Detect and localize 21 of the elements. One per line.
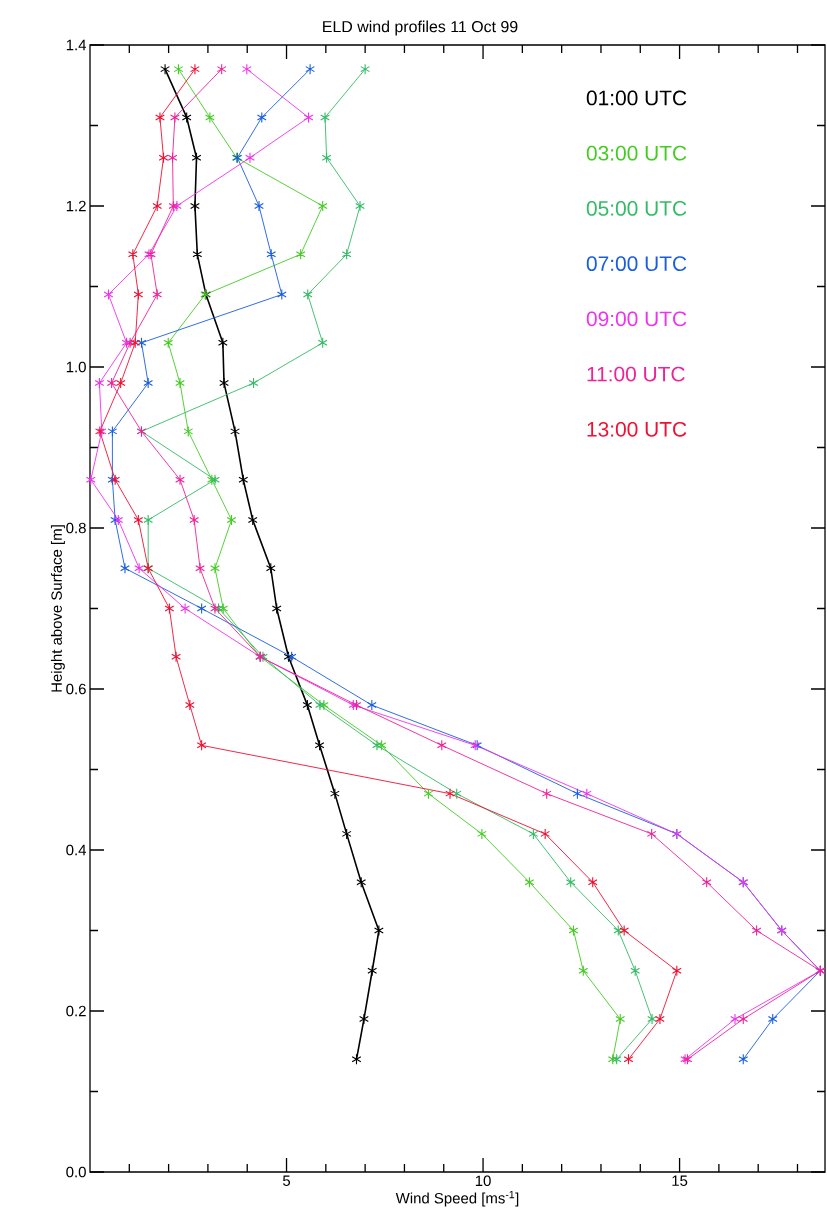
- x-tick-label: 10: [475, 1175, 491, 1187]
- text: 13:00 UTC: [587, 421, 687, 437]
- text: 07:00 UTC: [586, 256, 687, 272]
- y-tick-label: 0.6: [66, 683, 86, 695]
- text: 03:00 UTC: [586, 145, 687, 161]
- y-tick-label: 1.0: [66, 361, 86, 373]
- text: 09:00 UTC: [586, 311, 687, 327]
- y-tick-label: 0.2: [66, 1005, 86, 1017]
- x-tick-label: 5: [282, 1175, 291, 1186]
- chart-title: ELD wind profiles 11 Oct 99: [323, 20, 518, 36]
- x-tick-label: 15: [672, 1175, 688, 1186]
- text: 01:00 UTC: [586, 90, 687, 106]
- y-tick-label: 1.4: [66, 39, 87, 51]
- text: 05:00 UTC: [586, 201, 687, 216]
- y-tick-label: 0.0: [66, 1166, 86, 1178]
- text: 11:00 UTC: [587, 366, 685, 382]
- y-tick-label: 0.4: [66, 844, 87, 856]
- y-tick-label: 0.8: [66, 522, 86, 534]
- y-tick-label: 1.2: [66, 200, 86, 212]
- x-axis-title: Wind Speed [ms$^{-1}$]: [395, 1190, 519, 1207]
- y-axis-title: Height above Surface [m]: [50, 525, 65, 692]
